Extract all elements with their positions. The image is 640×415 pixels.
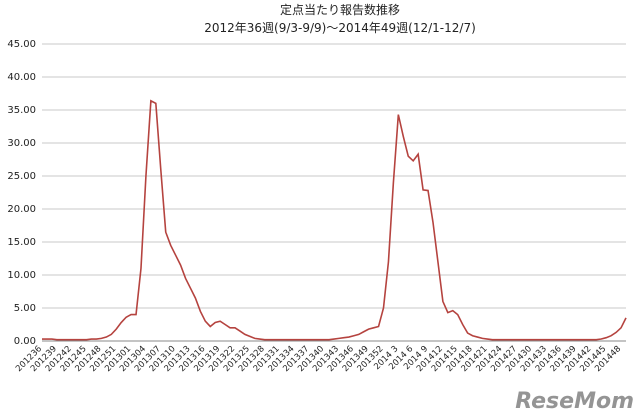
data-line: [42, 99, 627, 341]
y-tick-label: 0.00: [14, 336, 36, 347]
y-tick-label: 15.00: [7, 237, 36, 248]
y-tick-label: 20.00: [7, 204, 36, 215]
y-tick-label: 30.00: [7, 138, 36, 149]
y-tick-label: 45.00: [7, 39, 36, 50]
watermark: ReseMom: [515, 389, 634, 414]
chart-title: 定点当たり報告数推移: [280, 2, 400, 17]
y-tick-label: 5.00: [14, 303, 36, 314]
y-tick-label: 10.00: [7, 270, 36, 281]
y-tick-label: 25.00: [7, 171, 36, 182]
y-tick-label: 40.00: [7, 72, 36, 83]
y-tick-label: 35.00: [7, 105, 36, 116]
chart-subtitle: 2012年36週(9/3-9/9)～2014年49週(12/1-12/7): [204, 21, 476, 35]
